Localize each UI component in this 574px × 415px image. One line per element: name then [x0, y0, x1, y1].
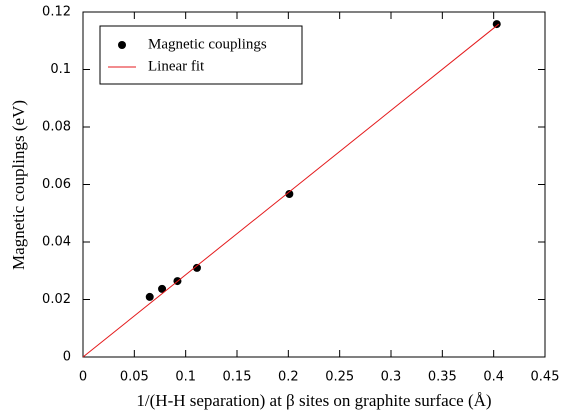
y-axis-label: Magnetic couplings (eV) [9, 100, 28, 270]
data-point [158, 284, 167, 293]
data-point [192, 263, 201, 272]
legend-label: Linear fit [148, 58, 205, 74]
x-tick-label: 0.3 [381, 370, 402, 385]
x-tick-label: 0.05 [120, 370, 149, 385]
x-tick-label: 0.35 [428, 370, 457, 385]
x-tick-label: 0.2 [278, 370, 299, 385]
legend-marker [118, 41, 126, 49]
x-tick-label: 0 [79, 370, 87, 385]
data-point [145, 292, 154, 301]
legend-box [99, 25, 303, 85]
x-tick-label: 0.4 [483, 370, 504, 385]
y-tick-label: 0 [63, 350, 71, 365]
y-tick-label: 0.12 [42, 5, 71, 20]
data-point [285, 189, 294, 198]
y-tick-label: 0.06 [42, 177, 71, 192]
x-tick-label: 0.1 [175, 370, 196, 385]
x-tick-label: 0.45 [531, 370, 560, 385]
x-axis-label: 1/(H-H separation) at β sites on graphit… [136, 391, 491, 410]
y-tick-label: 0.04 [42, 235, 71, 250]
x-tick-label: 0.15 [223, 370, 252, 385]
y-tick-label: 0.1 [50, 62, 71, 77]
data-point [492, 20, 501, 29]
legend-label: Magnetic couplings [148, 36, 267, 52]
fit-line [82, 23, 500, 358]
y-tick-label: 0.08 [42, 120, 71, 135]
y-tick-label: 0.02 [42, 292, 71, 307]
x-tick-label: 0.25 [325, 370, 354, 385]
